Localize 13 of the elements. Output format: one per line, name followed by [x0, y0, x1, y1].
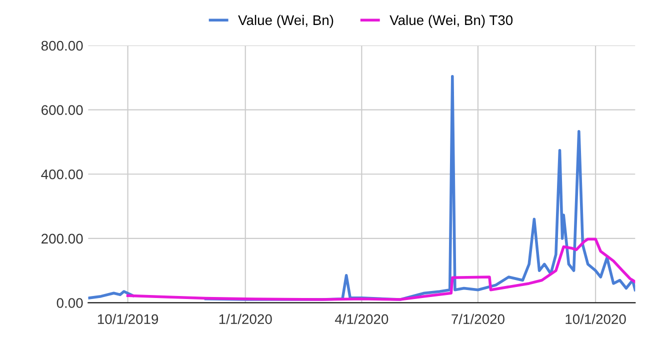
legend-label: Value (Wei, Bn) — [238, 14, 334, 28]
y-tick-label: 800.00 — [41, 40, 83, 51]
x-tick-label: 1/1/2020 — [219, 314, 272, 324]
legend-label: Value (Wei, Bn) T30 — [390, 14, 513, 28]
y-tick-label: 0.00 — [56, 298, 83, 308]
x-tick-label: 10/1/2020 — [566, 314, 626, 324]
y-tick-label: 400.00 — [41, 169, 83, 180]
x-tick-label: 7/1/2020 — [452, 314, 504, 324]
x-tick-label: 10/1/2019 — [98, 314, 158, 324]
y-tick-label: 600.00 — [42, 105, 83, 115]
y-tick-label: 200.00 — [42, 234, 83, 244]
line-series — [126, 238, 636, 301]
x-tick-label: 4/1/2020 — [334, 314, 388, 324]
